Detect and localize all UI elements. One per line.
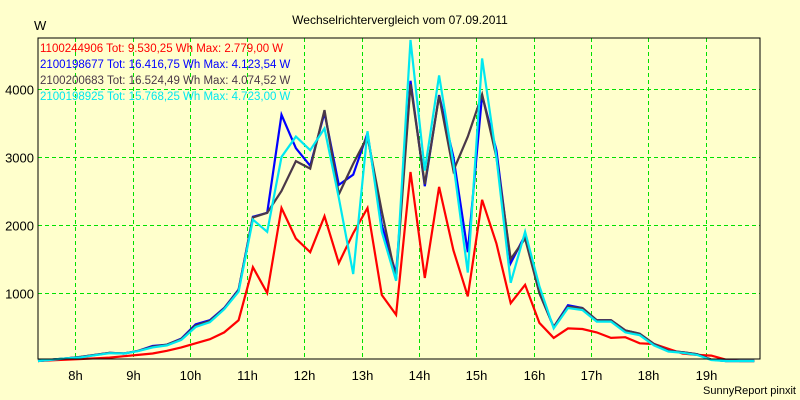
x-tick-label: 11h <box>237 368 258 383</box>
x-tick-label: 18h <box>638 368 660 383</box>
y-tick-label: 2000 <box>5 219 34 234</box>
x-tick-label: 8h <box>68 368 82 383</box>
x-tick-label: 14h <box>409 368 431 383</box>
y-tick-label: 1000 <box>5 287 34 302</box>
series-line-2100198925 <box>37 39 755 363</box>
chart-title: Wechselrichtervergleich vom 07.09.2011 <box>292 13 508 27</box>
legend: 1100244906 Tot: 9.530,25 Wh Max: 2.779,0… <box>40 43 291 103</box>
y-axis-unit-label: W <box>34 18 47 33</box>
x-tick-label: 17h <box>581 368 603 383</box>
y-tick-label: 3000 <box>5 151 34 166</box>
y-tick-label: 4000 <box>5 83 34 98</box>
legend-entry-1100244906: 1100244906 Tot: 9.530,25 Wh Max: 2.779,0… <box>40 43 283 55</box>
series-line-2100198677 <box>37 80 755 363</box>
credit-text: SunnyReport pinxit <box>703 385 796 397</box>
x-tick-label: 19h <box>696 368 718 383</box>
series-line-2100200683 <box>37 84 755 363</box>
legend-entry-2100198925: 2100198925 Tot: 15.768,25 Wh Max: 4.723,… <box>40 91 291 103</box>
x-tick-label: 16h <box>524 368 546 383</box>
series-lines <box>37 39 755 363</box>
axis-ticks: 8h 9h 10h 11h 12h 13h 14h 15h 16h 17h 18h 19h 1000 20… <box>5 83 717 384</box>
legend-entry-2100200683: 2100200683 Tot: 16.524,49 Wh Max: 4.074,… <box>40 75 291 87</box>
series-line-1100244906 <box>37 171 755 363</box>
x-tick-label: 13h <box>352 368 374 383</box>
x-tick-label: 15h <box>466 368 488 383</box>
legend-entry-2100198677: 2100198677 Tot: 16.416,75 Wh Max: 4.123,… <box>40 59 291 71</box>
x-tick-label: 12h <box>294 368 316 383</box>
x-tick-label: 10h <box>180 368 202 383</box>
x-tick-label: 9h <box>126 368 140 383</box>
plot-frame <box>37 37 761 360</box>
